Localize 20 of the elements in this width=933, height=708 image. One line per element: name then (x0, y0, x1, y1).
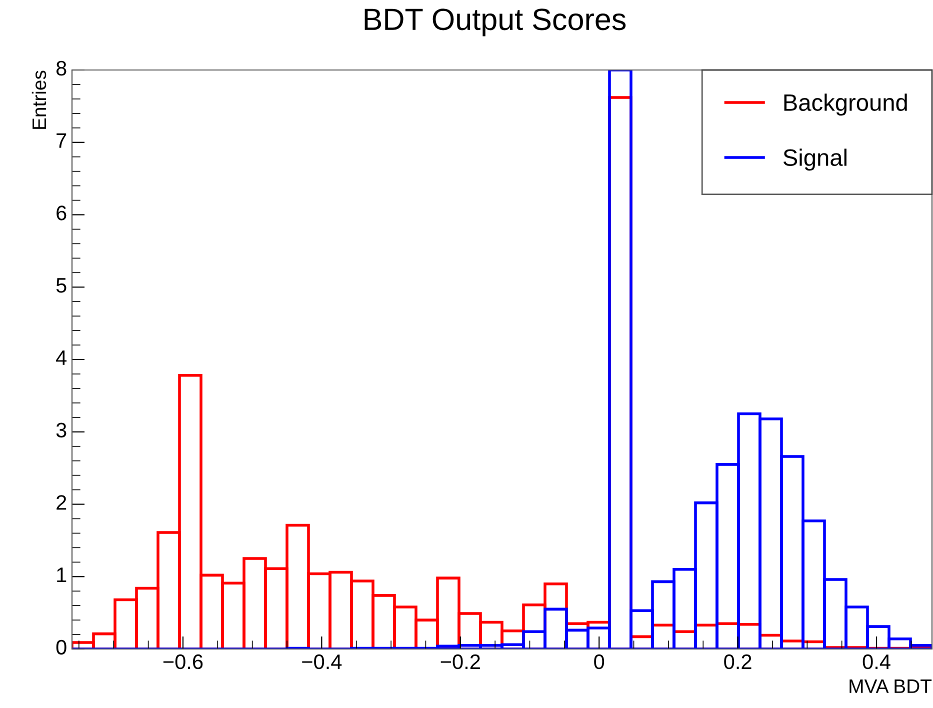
legend-label: Background (784, 94, 907, 116)
chart-title: BDT Output Scores (364, 8, 626, 36)
y-tick-label: 3 (56, 422, 66, 438)
legend-label: Signal (783, 148, 846, 171)
y-tick-label: 6 (56, 206, 66, 220)
y-tick-label: 1 (57, 568, 66, 582)
y-tick-label: 4 (56, 350, 67, 365)
y-tick-label: 5 (56, 278, 66, 293)
y-tick-label: 2 (56, 495, 66, 510)
y-axis-title: Entries (32, 70, 46, 129)
x-tick-label: 0.4 (862, 654, 890, 670)
y-tick-label: 0 (56, 640, 66, 655)
x-tick-label: 0.2 (724, 654, 752, 670)
x-tick-label: −0.4 (302, 654, 342, 670)
x-axis-title: MVA BDT (850, 680, 932, 693)
y-tick-label: 7 (56, 133, 66, 148)
x-tick-label: 0 (594, 654, 604, 670)
x-tick-label: −0.2 (440, 654, 480, 670)
y-tick-label: 8 (56, 60, 66, 76)
x-tick-label: −0.6 (163, 654, 203, 670)
